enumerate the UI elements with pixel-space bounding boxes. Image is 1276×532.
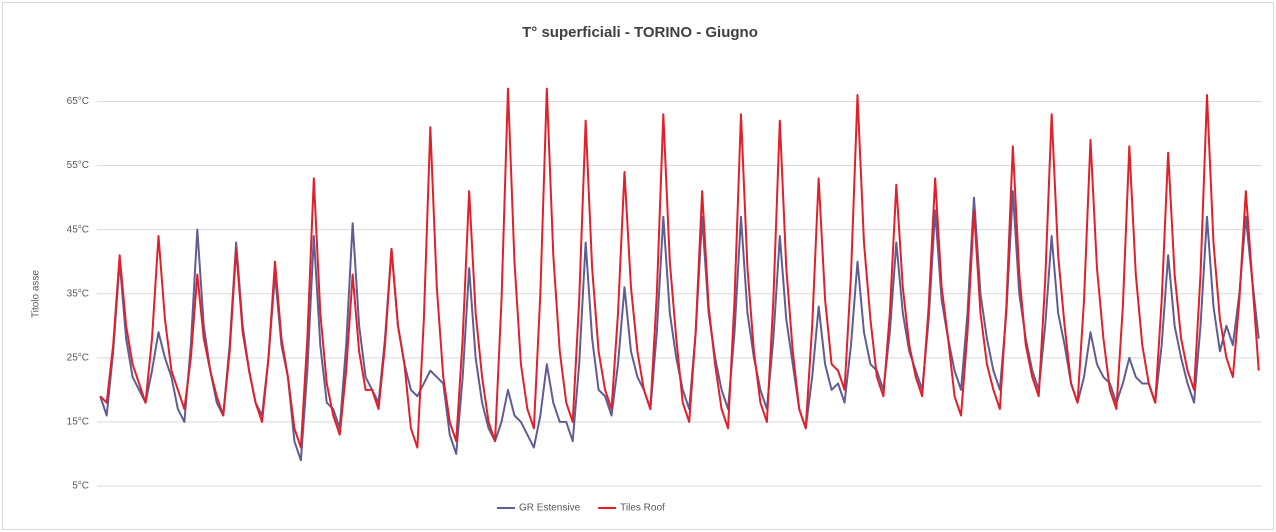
y-tick-label: 45°C <box>67 224 89 235</box>
legend-label: Tiles Roof <box>620 503 665 514</box>
legend-label: GR Estensive <box>519 503 581 514</box>
chart-title: T° superficiali - TORINO - Giugno <box>522 24 758 41</box>
y-tick-label: 55°C <box>67 160 89 171</box>
series-line <box>99 87 1260 449</box>
y-tick-label: 5°C <box>72 481 89 492</box>
y-tick-label: 25°C <box>67 352 89 363</box>
y-tick-label: 65°C <box>67 96 89 107</box>
y-tick-label: 15°C <box>67 417 89 428</box>
y-tick-label: 35°C <box>67 288 89 299</box>
y-axis-label: Titolo asse <box>31 270 42 318</box>
